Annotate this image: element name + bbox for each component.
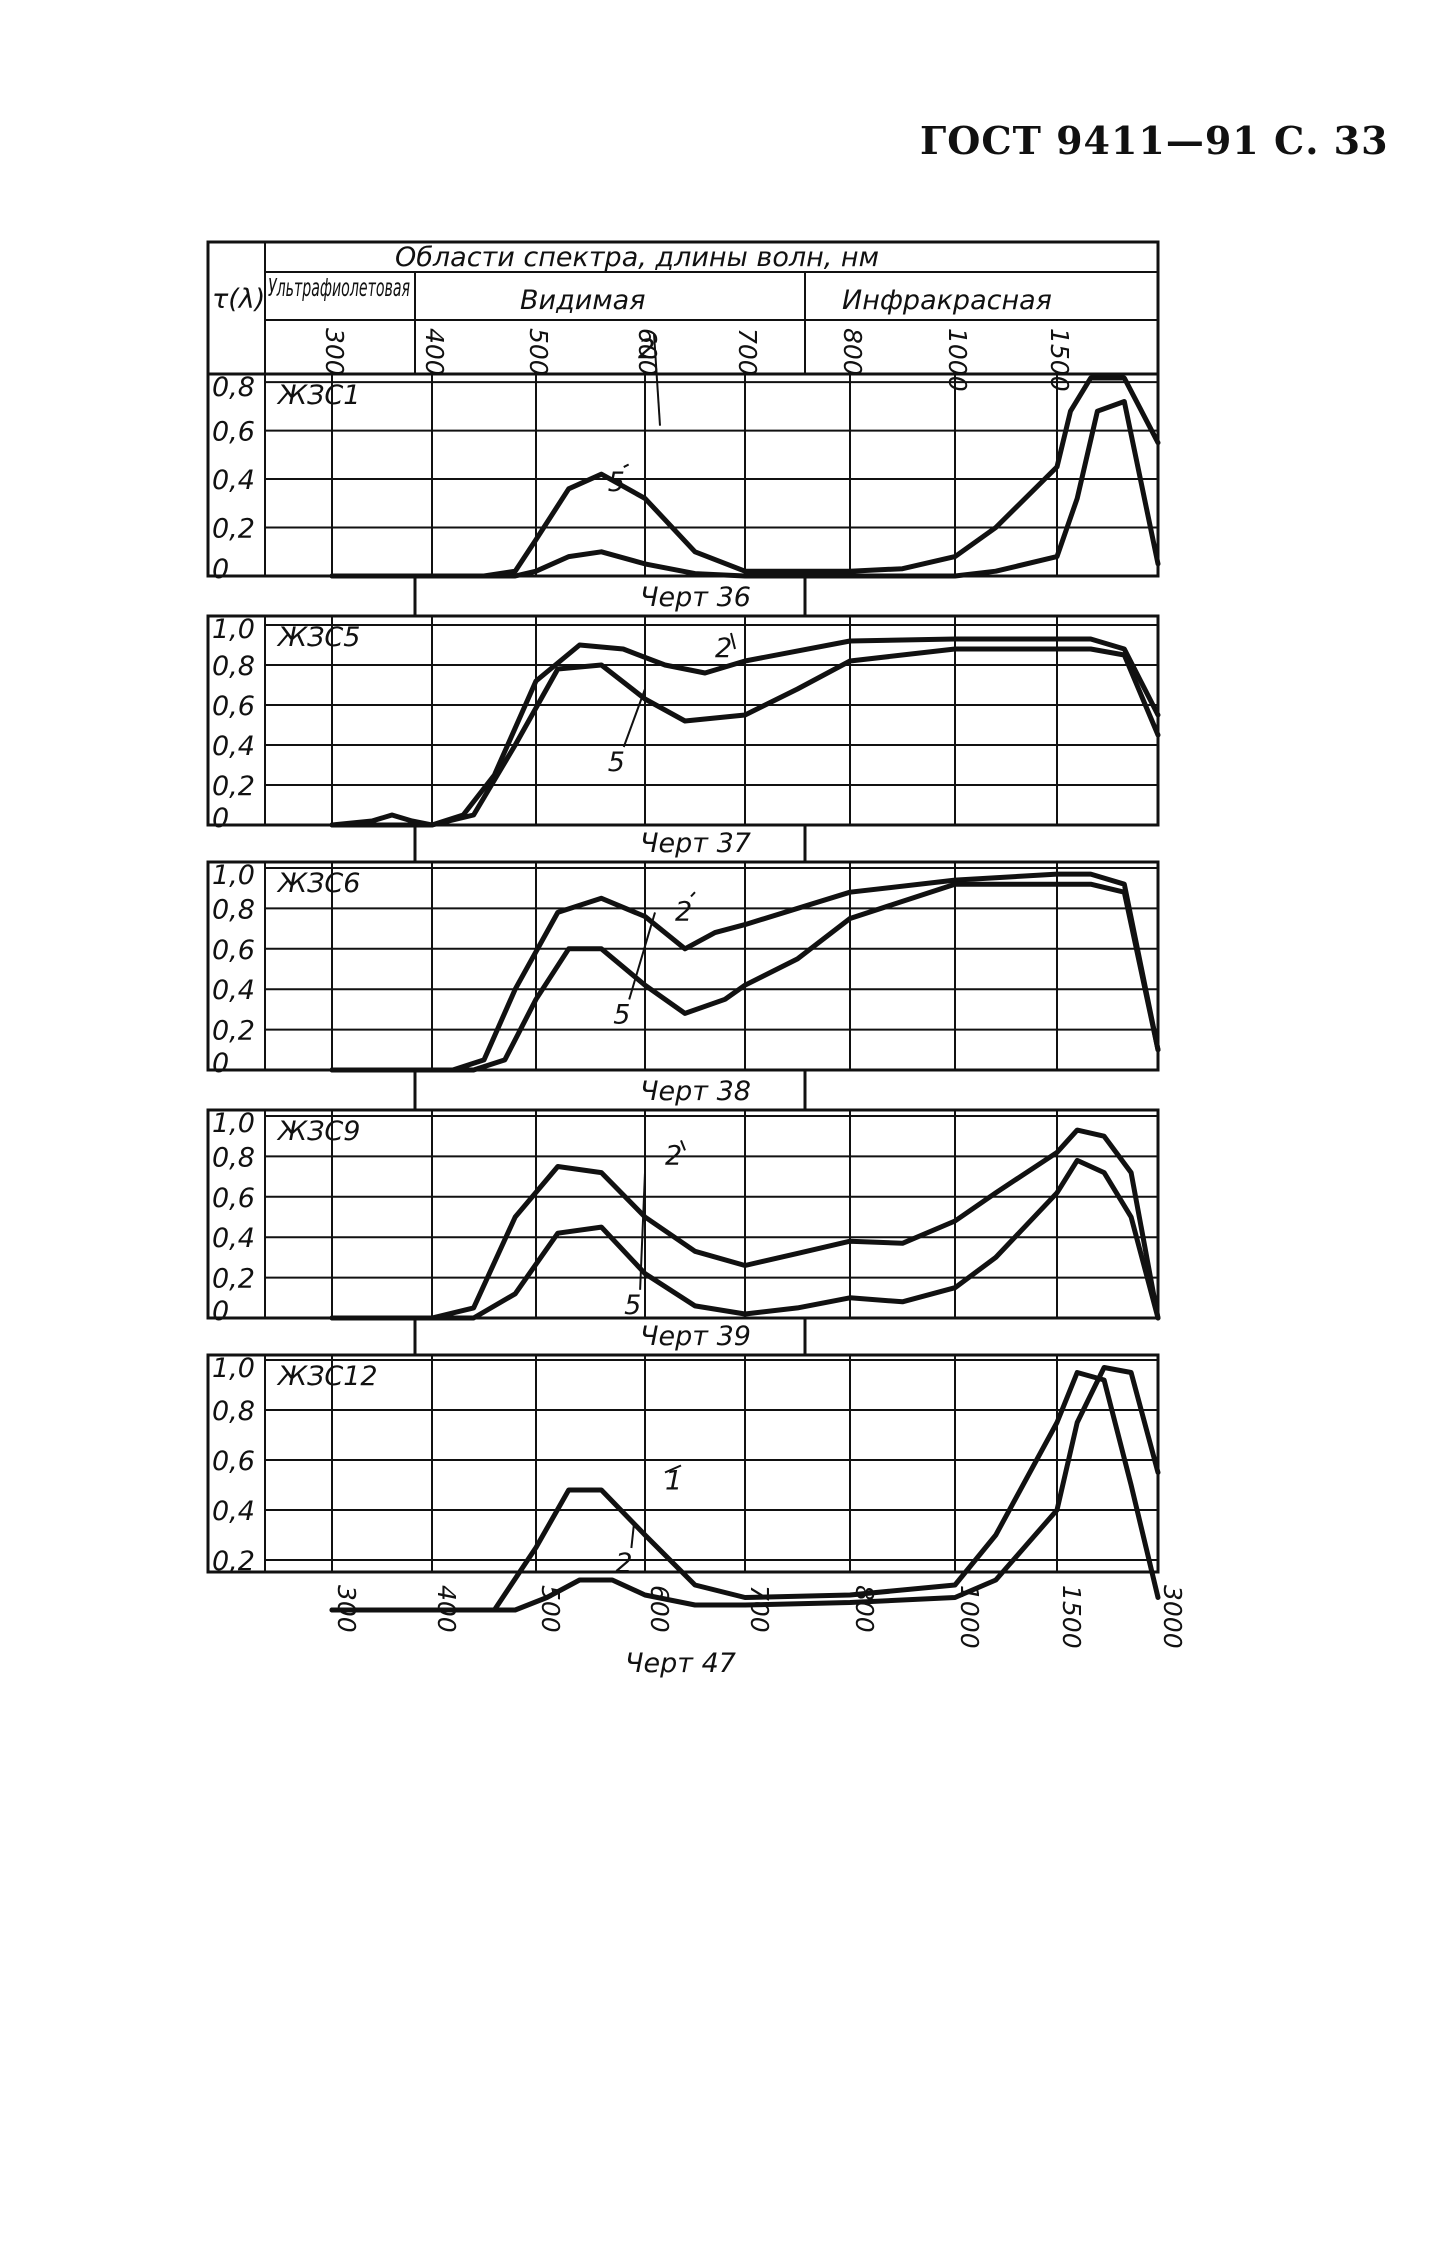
series-label: 5 [608, 747, 625, 778]
bottom-tick-label: 600 [645, 1585, 674, 1633]
series-label: 5 [624, 1290, 641, 1321]
bottom-tick-label: 300 [332, 1585, 361, 1633]
series-label: 5 [613, 999, 630, 1030]
series-label-leader [664, 1464, 682, 1474]
y-tick-label: 0,2 [212, 771, 255, 802]
frame-layer [206, 240, 1160, 1574]
panel-caption: Черт 36 [640, 582, 751, 613]
bottom-tick-label: 500 [536, 1585, 565, 1633]
top-tick-label: 800 [838, 328, 867, 376]
series-label-leader [622, 688, 646, 748]
panel-caption: Черт 37 [640, 828, 751, 859]
region-infrared: Инфракрасная [842, 285, 1052, 316]
series-label: 2 [638, 334, 655, 365]
y-tick-label: 0 [212, 803, 229, 834]
y-tick-label: 0,8 [212, 894, 255, 925]
series-curve-2 [329, 871, 1161, 1073]
figure-label: Черт 47 [625, 1648, 736, 1679]
series-label: 2 [715, 633, 732, 664]
series-curve-2 [329, 636, 1161, 828]
panel-title: ЖЗС6 [276, 868, 360, 899]
series-label: 1 [665, 1466, 682, 1497]
y-tick-label: 0 [212, 1296, 229, 1327]
y-tick-label: 0,4 [212, 731, 255, 762]
y-tick-label: 0,2 [212, 1264, 255, 1295]
series-label-leader [653, 333, 661, 426]
panel-caption: Черт 38 [640, 1076, 751, 1107]
ylabel-tau: τ(λ) [212, 284, 265, 315]
series-label-leader [730, 632, 736, 650]
y-tick-label: 0,6 [212, 691, 255, 722]
y-tick-label: 0,6 [212, 417, 255, 448]
y-tick-label: 0,8 [212, 1396, 255, 1427]
y-tick-label: 0,6 [212, 935, 255, 966]
series-label-leader [628, 912, 656, 1000]
y-tick-label: 0,2 [212, 514, 255, 545]
series-curve-2 [329, 375, 1161, 579]
y-tick-label: 0 [212, 1048, 229, 1079]
series-label-leader [680, 1139, 686, 1151]
bottom-tick-label: 1000 [955, 1585, 984, 1649]
y-tick-label: 1,0 [212, 1108, 255, 1139]
y-tick-label: 0,4 [212, 1496, 255, 1527]
page-header: ГОСТ 9411—91 С. 33 [920, 118, 1389, 163]
y-tick-label: 0,2 [212, 1546, 255, 1577]
grid-layer [208, 242, 1158, 1573]
series-label: 5 [608, 467, 625, 498]
series-curve-5 [329, 646, 1161, 828]
series-label: 2 [675, 896, 692, 927]
series-label-leader [639, 1172, 646, 1290]
top-tick-label: 1000 [943, 328, 972, 392]
y-tick-label: 0,8 [212, 1142, 255, 1173]
bottom-tick-label: 3000 [1158, 1585, 1187, 1649]
panel-title: ЖЗС5 [276, 622, 360, 653]
series-curve-2 [329, 1365, 1161, 1613]
bottom-tick-label: 700 [745, 1585, 774, 1633]
series-curve-1 [329, 1370, 1161, 1613]
series-curve-5 [329, 881, 1161, 1073]
panel-title: ЖЗС1 [276, 380, 360, 411]
y-tick-label: 0,8 [212, 372, 255, 403]
top-tick-label: 300 [320, 328, 349, 376]
top-tick-label: 600 [633, 328, 662, 376]
curves-layer [329, 333, 1161, 1613]
series-curve-5 [329, 1157, 1161, 1321]
bottom-tick-label: 800 [850, 1585, 879, 1633]
region-uv: Ультрафиолетовая [268, 273, 410, 302]
panel-title: ЖЗС9 [276, 1116, 360, 1147]
region-visible: Видимая [520, 285, 645, 316]
series-label-leader [690, 891, 696, 898]
y-tick-label: 1,0 [212, 614, 255, 645]
series-label-leader [630, 1522, 636, 1549]
series-curve-5 [329, 399, 1161, 579]
y-tick-label: 0 [212, 554, 229, 585]
y-tick-label: 0,2 [212, 1016, 255, 1047]
panel-title: ЖЗС12 [276, 1361, 378, 1392]
y-tick-label: 0,4 [212, 975, 255, 1006]
series-label: 2 [665, 1140, 682, 1171]
y-tick-label: 0,6 [212, 1183, 255, 1214]
region-title: Области спектра, длины волн, нм [395, 242, 879, 273]
bottom-tick-label: 1500 [1057, 1585, 1086, 1649]
y-tick-label: 1,0 [212, 1353, 255, 1384]
y-tick-label: 1,0 [212, 860, 255, 891]
text-layer: τ(λ) Области спектра, длины волн, нмУльтр… [212, 242, 1187, 1679]
series-label-leader [623, 463, 630, 468]
y-tick-label: 0,8 [212, 651, 255, 682]
series-label: 2 [615, 1548, 632, 1579]
series-curve-2 [329, 1127, 1161, 1321]
top-tick-label: 400 [420, 328, 449, 376]
y-tick-label: 0,4 [212, 465, 255, 496]
panel-caption: Черт 39 [640, 1321, 751, 1352]
top-tick-label: 500 [524, 328, 553, 376]
y-tick-label: 0,6 [212, 1446, 255, 1477]
y-tick-label: 0,4 [212, 1223, 255, 1254]
top-tick-label: 1500 [1045, 328, 1074, 392]
top-tick-label: 700 [733, 328, 762, 376]
bottom-tick-label: 400 [432, 1585, 461, 1633]
